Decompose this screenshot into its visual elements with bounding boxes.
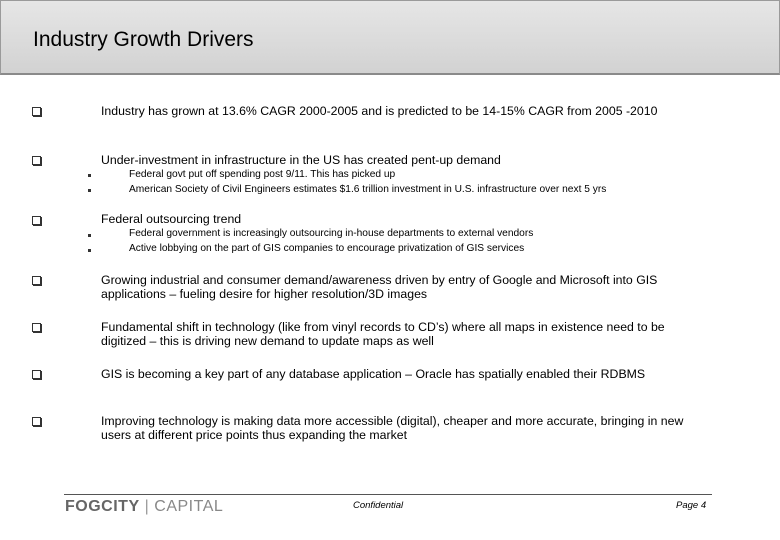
bullet-text: Fundamental shift in technology (like fr… — [101, 320, 665, 348]
page-title: Industry Growth Drivers — [33, 28, 254, 51]
title-bar: Industry Growth Drivers — [0, 0, 780, 75]
bullet-text: Under-investment in infrastructure in th… — [101, 153, 501, 167]
square-bullet-icon — [88, 189, 91, 192]
sub-bullet-text: Federal government is increasingly outso… — [129, 228, 534, 239]
bullet-text: Growing industrial and consumer demand/a… — [101, 273, 658, 301]
bullet-text: GIS is becoming a key part of any databa… — [101, 367, 646, 381]
square-bullet-icon — [88, 234, 91, 237]
checkbox-bullet-icon — [32, 417, 41, 426]
confidential-label: Confidential — [353, 500, 404, 511]
checkbox-bullet-icon — [32, 370, 41, 379]
checkbox-bullet-icon — [32, 156, 41, 165]
logo-sub: CAPITAL — [154, 498, 224, 515]
sub-bullet-text: Active lobbying on the part of GIS compa… — [129, 243, 525, 254]
sub-bullet-text: American Society of Civil Engineers esti… — [129, 184, 607, 195]
page-number: Page 4 — [676, 500, 707, 511]
logo-separator: | — [144, 498, 150, 515]
checkbox-bullet-icon — [32, 216, 41, 225]
footer-divider — [64, 494, 712, 495]
checkbox-bullet-icon — [32, 276, 41, 285]
bullet-text: Industry has grown at 13.6% CAGR 2000-20… — [101, 104, 658, 118]
logo-main: FOGCITY — [65, 498, 140, 515]
checkbox-bullet-icon — [32, 323, 41, 332]
bullet-text: Federal outsourcing trend — [101, 212, 242, 226]
sub-bullet-text: Federal govt put off spending post 9/11.… — [129, 169, 396, 180]
square-bullet-icon — [88, 249, 91, 252]
company-logo: FOGCITY | CAPITAL — [65, 498, 223, 516]
square-bullet-icon — [88, 174, 91, 177]
checkbox-bullet-icon — [32, 107, 41, 116]
bullet-text: Improving technology is making data more… — [101, 414, 684, 442]
